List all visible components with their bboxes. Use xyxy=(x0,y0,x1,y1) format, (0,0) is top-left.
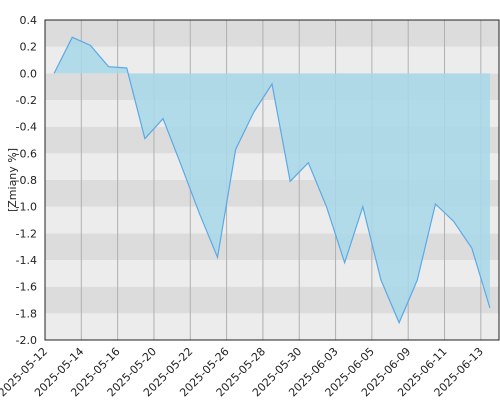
grid-band xyxy=(45,260,499,287)
y-axis-label: [Zmiany %] xyxy=(6,148,19,212)
grid-band xyxy=(45,20,499,47)
y-tick-label: -1.4 xyxy=(16,254,37,267)
y-tick-label: -1.8 xyxy=(16,307,37,320)
y-tick-label: -0.2 xyxy=(16,94,37,107)
y-tick-label: -2.0 xyxy=(16,334,37,347)
y-tick-label: -1.6 xyxy=(16,281,37,294)
area-fill xyxy=(54,37,490,323)
line xyxy=(53,36,491,325)
grid-band xyxy=(45,233,499,260)
y-tick-label: -1.0 xyxy=(16,201,37,214)
plot-frame xyxy=(44,19,500,341)
y-tick-label: -1.2 xyxy=(16,227,37,240)
y-tick-label: 0.0 xyxy=(20,67,38,80)
grid-band xyxy=(45,313,499,340)
y-tick-label: 0.2 xyxy=(20,41,38,54)
grid-band xyxy=(45,286,499,314)
y-tick-label: 0.4 xyxy=(20,14,38,27)
y-tick-label: -0.8 xyxy=(16,174,37,187)
y-tick-label: -0.4 xyxy=(16,121,37,134)
y-tick-label: -0.6 xyxy=(16,147,37,160)
